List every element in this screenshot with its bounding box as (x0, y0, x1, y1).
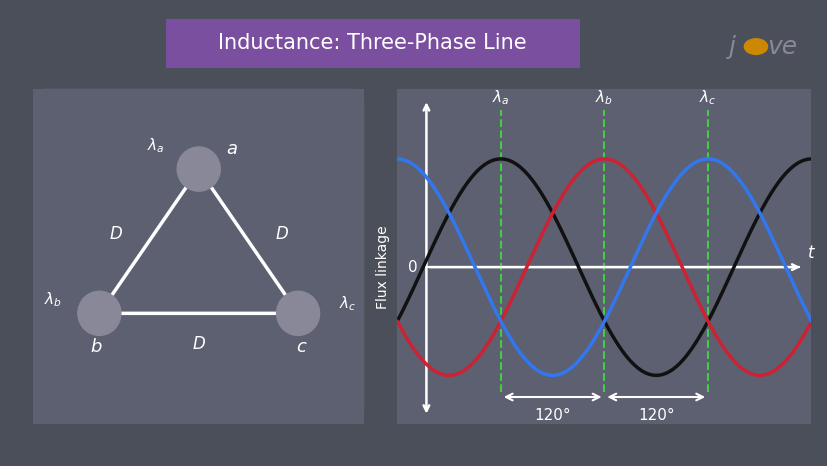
Text: 120°: 120° (533, 408, 571, 423)
Text: $\lambda_b$: $\lambda_b$ (44, 291, 62, 309)
Text: j: j (728, 34, 734, 59)
Text: ve: ve (767, 34, 796, 59)
FancyBboxPatch shape (33, 89, 364, 424)
Text: D: D (192, 335, 205, 353)
Ellipse shape (78, 291, 121, 336)
Text: c: c (296, 338, 306, 356)
Text: $\lambda_a$: $\lambda_a$ (491, 88, 509, 107)
Text: $\lambda_c$: $\lambda_c$ (699, 88, 716, 107)
Text: $\lambda_c$: $\lambda_c$ (338, 294, 356, 313)
Text: 0: 0 (408, 260, 417, 274)
Text: Inductance: Three-Phase Line: Inductance: Three-Phase Line (218, 33, 526, 53)
Text: 120°: 120° (637, 408, 674, 423)
Text: b: b (90, 338, 102, 356)
Text: $\lambda_b$: $\lambda_b$ (595, 88, 613, 107)
Text: $\lambda_a$: $\lambda_a$ (146, 136, 165, 155)
Text: Flux linkage: Flux linkage (375, 225, 390, 309)
Circle shape (743, 39, 767, 55)
Text: D: D (109, 226, 122, 244)
Ellipse shape (276, 291, 319, 336)
Text: D: D (275, 226, 288, 244)
Text: t: t (807, 244, 814, 262)
Text: a: a (226, 140, 237, 158)
Ellipse shape (177, 147, 220, 191)
